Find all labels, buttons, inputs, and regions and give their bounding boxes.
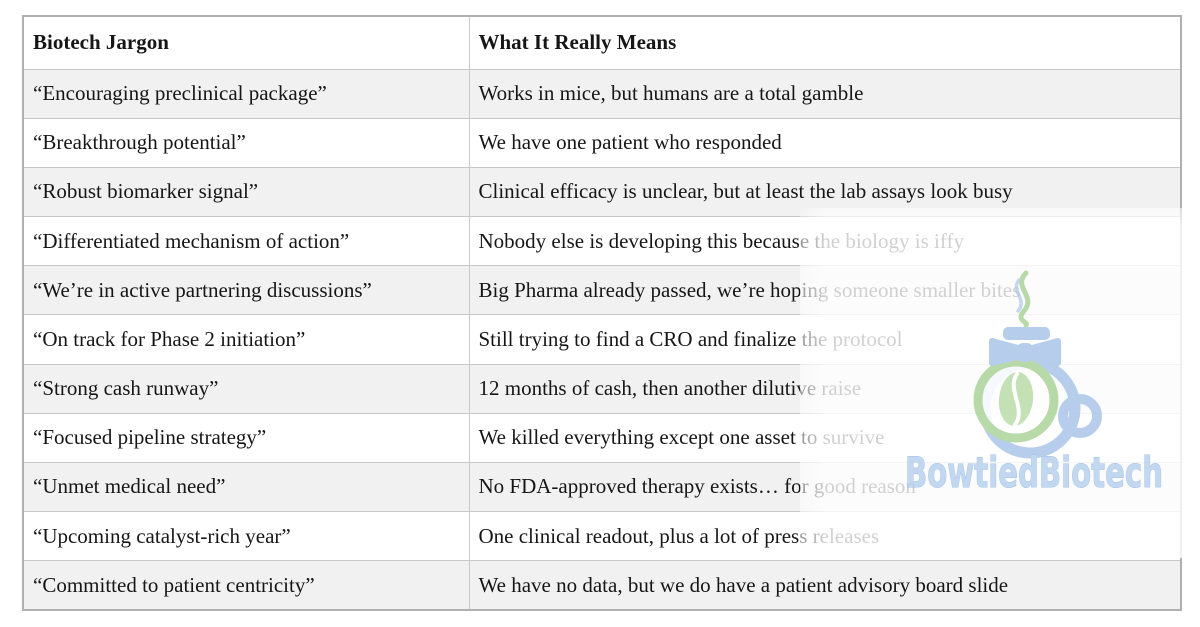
cell-jargon: “Upcoming catalyst-rich year” [22, 511, 470, 562]
cell-meaning: Big Pharma already passed, we’re hoping … [468, 265, 1182, 316]
table-row: “Strong cash runway” 12 months of cash, … [22, 363, 1182, 414]
cell-jargon: “Differentiated mechanism of action” [22, 216, 470, 267]
cell-jargon: “Committed to patient centricity” [22, 560, 470, 611]
table-row: “We’re in active partnering discussions”… [22, 265, 1182, 316]
cell-jargon: “Strong cash runway” [22, 363, 470, 414]
table-row: “Upcoming catalyst-rich year” One clinic… [22, 511, 1182, 562]
cell-jargon: “We’re in active partnering discussions” [22, 265, 470, 316]
table-row: “Committed to patient centricity” We hav… [22, 560, 1182, 611]
cell-jargon: “Focused pipeline strategy” [22, 412, 470, 463]
cell-meaning: One clinical readout, plus a lot of pres… [468, 511, 1182, 562]
column-header-jargon: Biotech Jargon [22, 15, 470, 70]
biotech-jargon-table: Biotech Jargon What It Really Means “Enc… [22, 15, 1182, 611]
cell-jargon: “On track for Phase 2 initiation” [22, 314, 470, 365]
header-row: Biotech Jargon What It Really Means [22, 15, 1182, 70]
cell-meaning: 12 months of cash, then another dilutive… [468, 363, 1182, 414]
cell-jargon: “Encouraging preclinical package” [22, 68, 470, 119]
cell-meaning: Nobody else is developing this because t… [468, 216, 1182, 267]
cell-meaning: No FDA-approved therapy exists… for good… [468, 461, 1182, 513]
cell-meaning: We killed everything except one asset to… [468, 412, 1182, 463]
table-row: “On track for Phase 2 initiation” Still … [22, 314, 1182, 365]
table-row: “Breakthrough potential” We have one pat… [22, 117, 1182, 168]
table-row: “Encouraging preclinical package” Works … [22, 68, 1182, 119]
table-row: “Unmet medical need” No FDA-approved the… [22, 461, 1182, 513]
column-header-meaning: What It Really Means [468, 15, 1182, 70]
table-row: “Robust biomarker signal” Clinical effic… [22, 166, 1182, 218]
cell-jargon: “Robust biomarker signal” [22, 166, 470, 218]
table-row: “Differentiated mechanism of action” Nob… [22, 216, 1182, 267]
table-row: “Focused pipeline strategy” We killed ev… [22, 412, 1182, 463]
cell-meaning: Still trying to find a CRO and finalize … [468, 314, 1182, 365]
cell-meaning: We have one patient who responded [468, 117, 1182, 168]
cell-jargon: “Unmet medical need” [22, 461, 470, 513]
cell-jargon: “Breakthrough potential” [22, 117, 470, 168]
cell-meaning: Clinical efficacy is unclear, but at lea… [468, 166, 1182, 218]
cell-meaning: Works in mice, but humans are a total ga… [468, 68, 1182, 119]
cell-meaning: We have no data, but we do have a patien… [468, 560, 1182, 611]
